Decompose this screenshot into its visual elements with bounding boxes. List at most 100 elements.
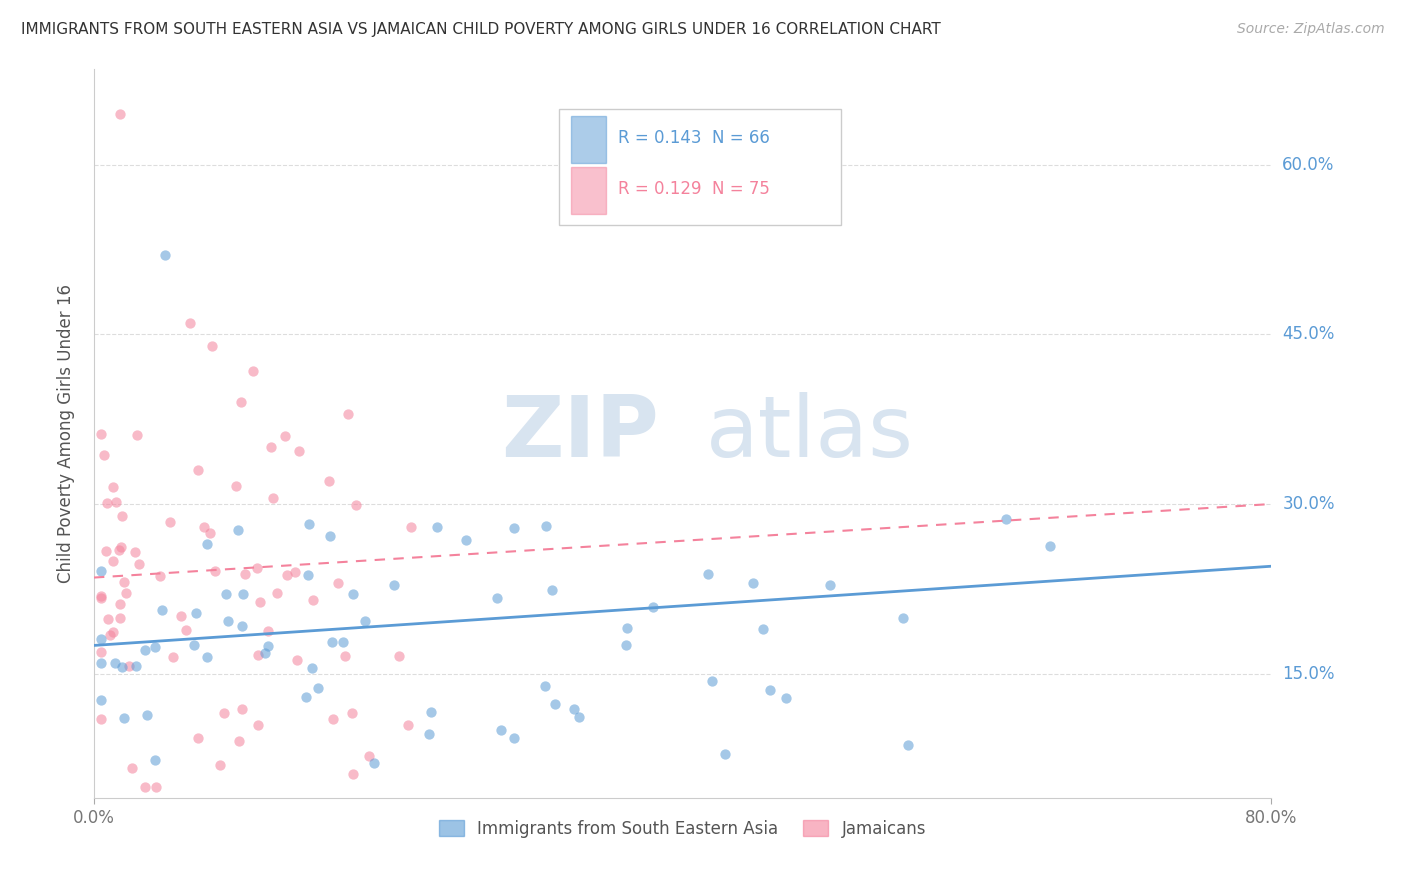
Point [568,710,591,724]
Point [208,758,231,772]
Point [775,691,797,706]
Point [174,624,197,638]
Point [101,480,124,494]
Point [136,708,159,723]
Point [328,576,350,591]
Point [534,679,557,693]
Point [121,761,143,775]
Point [616,621,638,635]
Point [891,611,914,625]
Point [696,567,718,582]
Point [226,523,249,537]
Point [419,705,441,719]
Point [90,564,112,578]
Point [562,702,585,716]
Point [134,780,156,794]
Point [614,638,637,652]
Point [200,525,222,540]
Point [262,491,284,505]
Point [101,625,124,640]
Point [342,766,364,780]
Text: atlas: atlas [706,392,914,475]
Point [143,753,166,767]
Text: 60.0%: 60.0% [1282,156,1334,174]
Point [96,496,118,510]
Point [285,653,308,667]
Point [388,649,411,664]
Point [225,479,247,493]
Point [201,339,224,353]
Point [344,498,367,512]
Point [90,590,112,604]
Point [90,591,112,606]
Point [246,718,269,732]
Point [232,587,254,601]
Point [995,512,1018,526]
Y-axis label: Child Poverty Among Girls Under 16: Child Poverty Among Girls Under 16 [58,284,75,582]
Bar [571,116,606,163]
Point [321,634,343,648]
Point [125,659,148,673]
Point [700,673,723,688]
Point [93,448,115,462]
Point [231,619,253,633]
Point [335,648,357,663]
Point [382,577,405,591]
Point [90,632,112,646]
Point [759,682,782,697]
Point [249,594,271,608]
Point [159,515,181,529]
Text: R = 0.129  N = 75: R = 0.129 N = 75 [617,180,769,198]
Point [426,520,449,534]
Point [246,648,269,662]
Point [256,639,278,653]
Point [94,544,117,558]
Point [98,628,121,642]
Point [752,622,775,636]
Point [233,566,256,581]
Point [90,712,112,726]
Point [544,698,567,712]
Point [108,611,131,625]
Point [110,597,132,611]
Text: R = 0.143  N = 66: R = 0.143 N = 66 [617,128,769,147]
Text: ZIP: ZIP [502,392,659,475]
Point [297,568,319,582]
Point [104,656,127,670]
Point [298,517,321,532]
Point [332,635,354,649]
Point [127,428,149,442]
Point [713,747,735,761]
Text: IMMIGRANTS FROM SOUTH EASTERN ASIA VS JAMAICAN CHILD POVERTY AMONG GIRLS UNDER 1: IMMIGRANTS FROM SOUTH EASTERN ASIA VS JA… [21,22,941,37]
Point [295,690,318,704]
Point [288,444,311,458]
Point [111,509,134,524]
Text: 30.0%: 30.0% [1282,495,1334,513]
Point [143,640,166,655]
Point [318,475,340,489]
Point [228,733,250,747]
Point [110,107,132,121]
Point [217,614,239,628]
Point [204,564,226,578]
Point [1039,539,1062,553]
Point [456,533,478,547]
Point [195,537,218,551]
Point [193,519,215,533]
Text: Source: ZipAtlas.com: Source: ZipAtlas.com [1237,22,1385,37]
Point [399,520,422,534]
Point [302,593,325,607]
Point [742,575,765,590]
Point [246,561,269,575]
Point [112,574,135,589]
Point [359,749,381,764]
Point [128,558,150,572]
Point [301,660,323,674]
Point [396,718,419,732]
Point [169,609,191,624]
Point [340,706,363,720]
Point [187,463,209,477]
Point [818,578,841,592]
Point [105,495,128,509]
Point [90,656,112,670]
